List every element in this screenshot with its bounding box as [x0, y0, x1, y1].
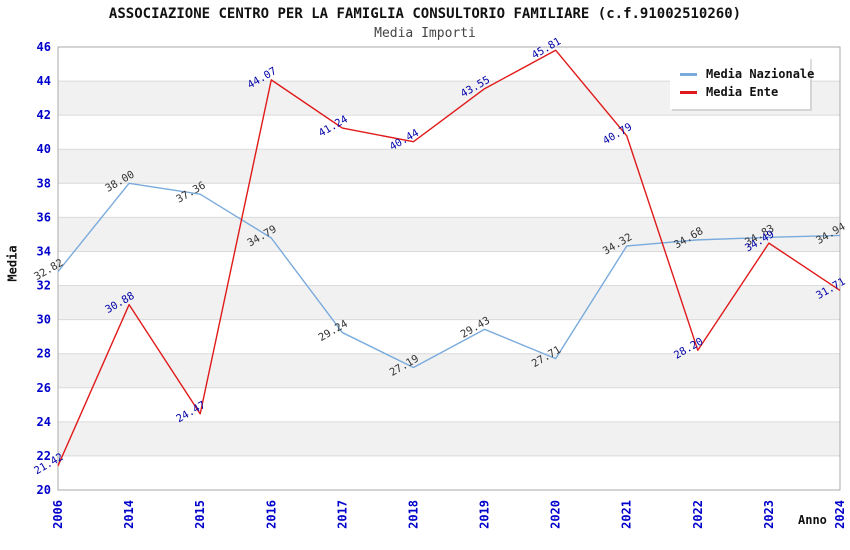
series-line-media-nazionale	[57, 182, 841, 369]
plot-band	[58, 455, 840, 490]
y-tick-label: 36	[37, 210, 51, 224]
y-tick-label: 46	[37, 40, 51, 54]
y-tick-label: 38	[37, 176, 51, 190]
plot-band	[58, 387, 840, 422]
chart-subtitle: Media Importi	[374, 26, 476, 41]
x-tick-label: 2020	[549, 500, 563, 529]
x-tick-label: 2015	[193, 500, 207, 529]
y-tick-label: 20	[37, 483, 51, 497]
media-ente-line-swatch-icon	[680, 90, 697, 94]
y-tick-label: 42	[37, 108, 51, 122]
media-nazionale-line-swatch-icon	[680, 72, 697, 76]
x-tick-label: 2014	[122, 500, 136, 529]
y-axis-title: Media	[5, 245, 20, 282]
chart-legend: Media Nazionale Media Ente	[670, 57, 814, 109]
plot-band	[58, 285, 840, 320]
x-tick-label: 2024	[833, 500, 847, 529]
y-tick-label: 30	[37, 313, 51, 327]
y-tick-label: 22	[37, 449, 51, 463]
y-tick-label: 34	[37, 244, 51, 258]
plot-band	[58, 183, 840, 218]
page-title: ASSOCIAZIONE CENTRO PER LA FAMIGLIA CONS…	[108, 6, 742, 22]
x-tick-label: 2016	[264, 500, 278, 529]
y-tick-label: 32	[37, 279, 51, 293]
x-tick-label: 2019	[478, 500, 492, 529]
series-line-media-ente	[57, 49, 841, 467]
x-tick-label: 2023	[762, 500, 776, 529]
y-tick-label: 44	[37, 74, 51, 88]
x-tick-label: 2017	[335, 500, 349, 529]
plot-band	[58, 115, 840, 150]
plot-band	[58, 251, 840, 286]
x-tick-label: 2022	[691, 500, 705, 529]
x-tick-label: 2018	[406, 500, 420, 529]
legend-label: Media Ente	[706, 85, 779, 99]
legend-item-media-ente: Media Ente	[680, 84, 810, 100]
x-tick-label: 2006	[51, 500, 65, 529]
plot-band	[58, 149, 840, 184]
legend-item-media-nazionale: Media Nazionale	[680, 66, 814, 82]
legend-label: Media Nazionale	[706, 67, 815, 81]
x-axis-title: Anno	[798, 513, 827, 527]
y-tick-label: 40	[37, 142, 51, 156]
plot-border	[57, 46, 841, 491]
y-tick-label: 24	[37, 415, 51, 429]
y-tick-label: 26	[37, 381, 51, 395]
plot-band	[58, 421, 840, 456]
y-tick-label: 28	[37, 347, 51, 361]
plot-band	[58, 217, 840, 252]
plot-band	[58, 353, 840, 388]
x-tick-label: 2021	[620, 500, 634, 529]
